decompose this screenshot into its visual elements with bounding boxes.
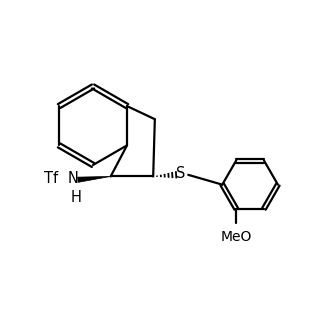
Text: S: S (176, 166, 186, 182)
Text: MeO: MeO (220, 230, 252, 244)
Text: H: H (71, 190, 82, 205)
Text: N: N (68, 171, 79, 186)
Polygon shape (78, 177, 111, 182)
Text: Tf: Tf (44, 171, 58, 186)
